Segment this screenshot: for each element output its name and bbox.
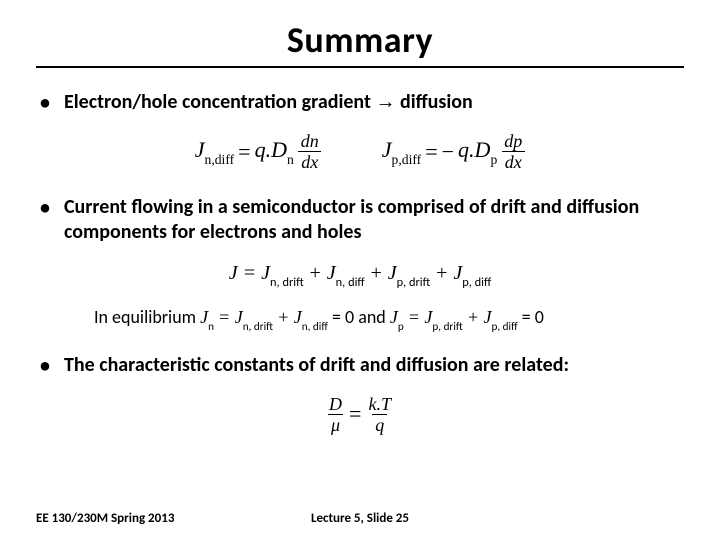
total-current-eq: J = Jn, drift + Jn, diff + Jp, drift + J… — [36, 261, 684, 288]
slide-title: Summary — [36, 18, 684, 62]
bullet-3: • The characteristic constants of drift … — [36, 353, 684, 379]
footer-left: EE 130/230M Spring 2013 — [36, 511, 174, 526]
slide-footer: EE 130/230M Spring 2013 Lecture 5, Slide… — [36, 511, 684, 526]
diffusion-equations: Jn,diff = q.Dn dn dx Jp,diff = − q.Dp dp… — [36, 132, 684, 171]
jp-diff-eq: Jp,diff = − q.Dp dp dx — [382, 132, 525, 171]
bullet-1-text: Electron/hole concentration gradient → d… — [64, 90, 473, 115]
arrow-icon: → — [375, 91, 395, 113]
bullet-dot: • — [40, 195, 50, 221]
jn-diff-eq: Jn,diff = q.Dn dn dx — [195, 132, 322, 171]
bullet-1: • Electron/hole concentration gradient →… — [36, 90, 684, 116]
bullet-3-text: The characteristic constants of drift an… — [64, 353, 569, 378]
equilibrium-line: In equilibrium Jn = Jn, drift + Jn, diff… — [94, 306, 684, 331]
bullet-dot: • — [40, 90, 50, 116]
footer-right: Lecture 5, Slide 25 — [311, 511, 409, 526]
bullet-dot: • — [40, 353, 50, 379]
title-rule — [36, 66, 684, 68]
einstein-relation: D μ = k.T q — [36, 395, 684, 434]
bullet-2: • Current flowing in a semiconductor is … — [36, 195, 684, 245]
bullet-2-text: Current flowing in a semiconductor is co… — [64, 195, 684, 245]
